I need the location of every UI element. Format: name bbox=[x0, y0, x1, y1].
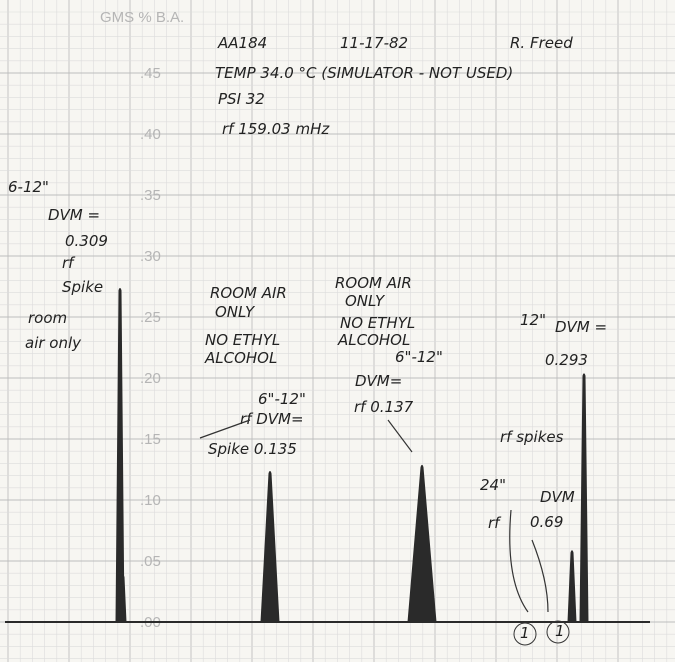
annotation: 11-17-82 bbox=[340, 34, 408, 52]
annotation: ALCOHOL bbox=[337, 331, 410, 349]
annotation: 6"-12" bbox=[395, 348, 443, 366]
annotation: rf 159.03 mHz bbox=[222, 120, 330, 138]
annotation: DVM= bbox=[355, 372, 402, 390]
trace-peak bbox=[119, 574, 127, 623]
y-tick-label: .35 bbox=[140, 187, 161, 204]
trace-peak bbox=[115, 288, 125, 623]
annotation: room bbox=[28, 309, 67, 327]
annotation: 6"-12" bbox=[258, 390, 306, 408]
annotation: 0.309 bbox=[65, 232, 108, 250]
annotation: 6-12" bbox=[8, 178, 49, 196]
annotation: rf DVM= bbox=[240, 410, 304, 428]
annotation: DVM = bbox=[555, 318, 607, 336]
y-tick-label: .20 bbox=[140, 370, 161, 387]
annotation: 1 bbox=[520, 624, 530, 642]
annotation: rf 0.137 bbox=[354, 398, 414, 416]
annotation: ONLY bbox=[345, 292, 386, 310]
annotation: rf bbox=[62, 254, 76, 272]
annotation: NO ETHYL bbox=[340, 314, 415, 332]
annotation: ROOM AIR bbox=[335, 274, 412, 292]
y-tick-label: .05 bbox=[140, 553, 161, 570]
annotation: 1 bbox=[555, 622, 565, 640]
trace-peak bbox=[579, 373, 589, 623]
annotation: DVM = bbox=[48, 206, 100, 224]
annotation: 24" bbox=[480, 476, 506, 494]
y-tick-label: .25 bbox=[140, 309, 161, 326]
trace-peak bbox=[567, 550, 577, 623]
note-circle bbox=[513, 622, 537, 646]
annotation: Spike bbox=[62, 278, 103, 296]
annotation: TEMP 34.0 °C (SIMULATOR - NOT USED) bbox=[215, 64, 513, 82]
note-arrow bbox=[509, 509, 529, 613]
y-axis-label: GMS % B.A. bbox=[100, 9, 184, 26]
annotation: R. Freed bbox=[510, 34, 573, 52]
note-arrow bbox=[387, 419, 413, 453]
annotation: Spike 0.135 bbox=[208, 440, 297, 458]
annotation: ONLY bbox=[215, 303, 256, 321]
annotation: AA184 bbox=[217, 34, 267, 52]
annotation: rf bbox=[488, 514, 502, 532]
annotation: ROOM AIR bbox=[210, 284, 287, 302]
y-tick-label: .10 bbox=[140, 492, 161, 509]
y-tick-label: .45 bbox=[140, 65, 161, 82]
y-tick-label: .40 bbox=[140, 126, 161, 143]
annotation: rf spikes bbox=[500, 428, 564, 446]
annotation: ALCOHOL bbox=[204, 349, 277, 367]
note-arrow bbox=[531, 539, 549, 613]
trace-peak bbox=[407, 464, 437, 623]
annotation: 12" bbox=[520, 311, 546, 329]
annotation: 0.69 bbox=[530, 513, 563, 531]
annotation: DVM bbox=[540, 488, 575, 506]
annotation: air only bbox=[25, 334, 82, 352]
note-circle bbox=[546, 620, 570, 644]
y-tick-label: .15 bbox=[140, 431, 161, 448]
y-tick-label: .30 bbox=[140, 248, 161, 265]
trace-peak bbox=[260, 471, 280, 623]
annotation: 0.293 bbox=[545, 351, 588, 369]
annotation: NO ETHYL bbox=[205, 331, 280, 349]
note-arrow bbox=[199, 419, 251, 439]
annotation: PSI 32 bbox=[218, 90, 265, 108]
